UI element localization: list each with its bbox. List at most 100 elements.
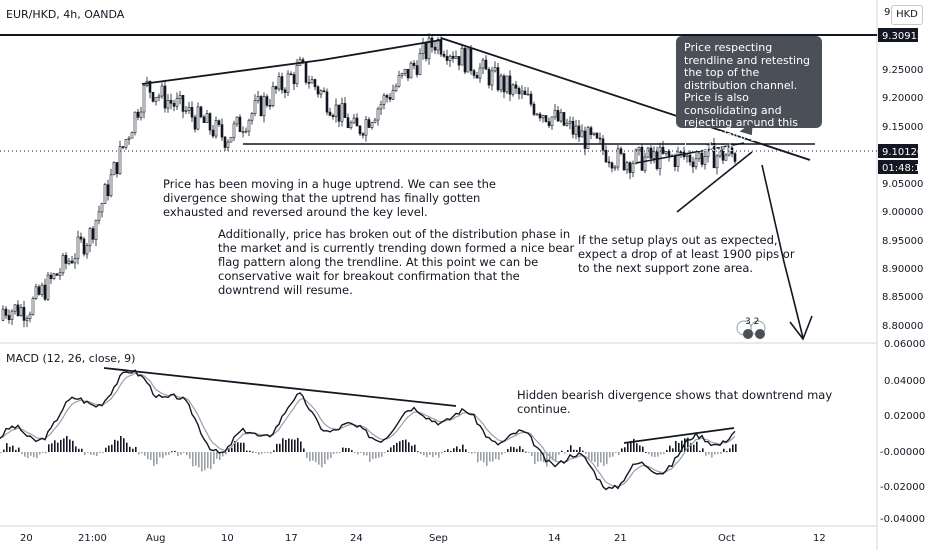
candle-body [406, 68, 410, 79]
candle-body [253, 100, 257, 114]
candle-body [721, 148, 725, 161]
candle-body [25, 318, 29, 321]
macd-histogram-bar [186, 452, 188, 456]
macd-histogram-bar [465, 449, 467, 452]
macd-histogram-bar [174, 450, 176, 452]
uptrend-peak-line [141, 59, 323, 85]
macd-histogram-bar [15, 449, 17, 452]
macd-histogram-bar [624, 447, 626, 452]
candle-body [283, 89, 287, 93]
macd-tick: -0.04000 [880, 514, 925, 525]
candle-body [694, 158, 698, 168]
candle-body [469, 48, 473, 71]
candle-body [529, 93, 533, 105]
macd-histogram-bar [663, 452, 665, 455]
candle-body [556, 110, 560, 122]
time-axis[interactable]: 20 21:00 Aug 10 17 24 Sep 14 21 Oct 12 [20, 533, 826, 544]
macd-histogram-bar [657, 452, 659, 457]
macd-histogram-bar [390, 447, 392, 452]
candle-body [514, 84, 518, 89]
candle-body [109, 174, 113, 197]
macd-histogram-bar [210, 452, 212, 470]
candle-body [160, 85, 164, 97]
macd-histogram-bar [9, 446, 11, 452]
price-tick: 8.85000 [882, 292, 923, 303]
price-tick: 9.20000 [882, 93, 923, 104]
candle-body [502, 75, 506, 93]
macd-histogram-bar [180, 452, 182, 455]
macd-histogram-bar [510, 446, 512, 452]
macd-histogram-bar [33, 452, 35, 458]
macd-histogram-bar [291, 439, 293, 452]
macd-tick: 0.06000 [884, 339, 925, 350]
macd-histogram-bar [39, 452, 41, 455]
macd-histogram-bar [537, 452, 539, 462]
candle-body [34, 286, 38, 299]
macd-histogram-bar [387, 450, 389, 452]
macd-histogram-bar [255, 452, 257, 453]
candle-body [457, 56, 461, 66]
macd-histogram-bar [177, 452, 179, 457]
candle-body [382, 95, 386, 105]
price-axis[interactable]: 9. 9.30913 9.25000 9.20000 9.15000 9.101… [878, 7, 927, 332]
macd-histogram-bar [426, 452, 428, 458]
candle-body [520, 90, 524, 95]
macd-histogram-bar [384, 452, 386, 453]
event-badges[interactable]: 3 2 [736, 317, 766, 339]
macd-histogram-bar [639, 445, 641, 452]
macd-histogram-bar [129, 446, 131, 452]
price-tick: 9.25000 [882, 65, 923, 76]
candle-body [625, 162, 629, 171]
macd-histogram-bar [453, 448, 455, 452]
macd-histogram-bar [567, 449, 569, 452]
candle-body [481, 59, 485, 69]
candle-body [259, 96, 263, 117]
candle-body [649, 147, 653, 159]
candle-body [73, 258, 77, 264]
macd-histogram-bar [351, 450, 353, 452]
candle-body [22, 307, 26, 321]
macd-histogram-bar [303, 448, 305, 452]
candle-body [214, 120, 218, 137]
macd-histogram-bar [702, 448, 704, 452]
macd-histogram-bar [372, 452, 374, 459]
candle-body [10, 310, 14, 320]
candle-body [559, 112, 563, 122]
macd-histogram-bar [660, 452, 662, 455]
macd-histogram-bar [546, 452, 548, 467]
current-price-label-bg [878, 144, 918, 158]
macd-histogram-bar [147, 452, 149, 460]
macd-histogram-bar [726, 451, 728, 453]
macd-histogram-bar [357, 452, 359, 455]
macd-histogram-bar [21, 452, 23, 455]
macd-histogram-bar [6, 443, 8, 452]
candle-body [187, 107, 191, 111]
candle-body [241, 131, 245, 133]
candle-body [385, 95, 389, 98]
currency-badge[interactable]: HKD [891, 5, 923, 25]
macd-histogram-bar [432, 452, 434, 458]
macd-histogram-bar [600, 452, 602, 463]
macd-histogram-bar [519, 446, 521, 452]
candle-body [403, 68, 407, 74]
macd-histogram-bar [690, 443, 692, 452]
candle-body [178, 95, 182, 99]
candle-body [70, 260, 74, 264]
macd-histogram-bar [615, 452, 617, 453]
macd-histogram-bar [627, 442, 629, 452]
macd-histogram-bar [612, 452, 614, 457]
macd-histogram-bar [339, 452, 341, 453]
macd-histogram-bar [540, 452, 542, 462]
candle-body [61, 254, 65, 274]
macd-axis[interactable]: 0.06000 0.04000 0.02000 -0.00000 -0.0200… [880, 339, 925, 525]
macd-histogram-bar [483, 452, 485, 463]
macd-histogram-bar [120, 436, 122, 452]
candle-body [256, 96, 260, 102]
macd-histogram-bar [735, 444, 737, 452]
macd-histogram-bar [420, 452, 422, 455]
macd-histogram-bar [267, 452, 269, 453]
candle-body [358, 125, 362, 135]
macd-histogram-bar [78, 448, 80, 452]
time-tick: 21:00 [78, 533, 107, 544]
